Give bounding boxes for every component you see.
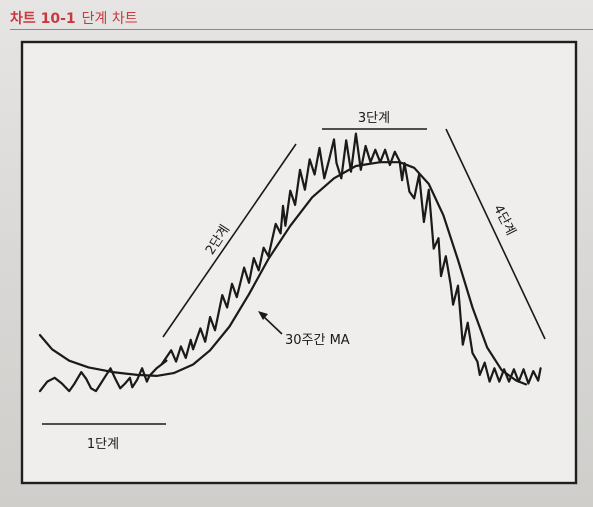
- chart-frame: [20, 40, 578, 485]
- ma-callout-line: [262, 315, 283, 335]
- chart-panel: [22, 42, 576, 483]
- figure-label: 차트 10-1: [10, 11, 76, 27]
- ma-callout-arrowhead: [258, 311, 268, 320]
- lines-layer: [38, 132, 542, 393]
- stage4-bracket: [445, 128, 546, 340]
- stage3-label: 3단계: [358, 111, 390, 126]
- header-rule: [10, 29, 593, 30]
- stage1-label: 1단계: [87, 437, 119, 452]
- stage2-bracket: [162, 143, 297, 338]
- figure-header: 차트 10-1 단계 차트: [10, 8, 138, 28]
- figure-title: 단계 차트: [81, 11, 138, 27]
- ma-label: 30주간 MA: [285, 333, 350, 348]
- moving-average-line: [38, 161, 528, 386]
- price-line: [38, 132, 542, 393]
